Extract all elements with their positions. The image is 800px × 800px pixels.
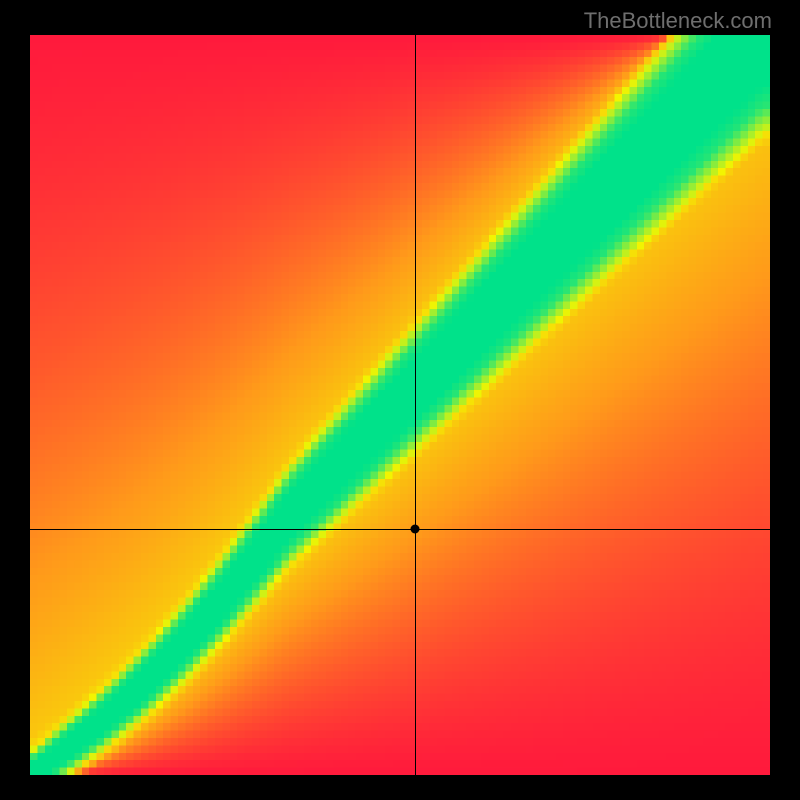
watermark-text: TheBottleneck.com [584, 8, 772, 34]
crosshair-dot [410, 525, 419, 534]
chart-container: TheBottleneck.com [0, 0, 800, 800]
crosshair-vertical [415, 35, 416, 775]
heatmap-canvas [30, 35, 770, 775]
heatmap-plot [30, 35, 770, 775]
crosshair-horizontal [30, 529, 770, 530]
